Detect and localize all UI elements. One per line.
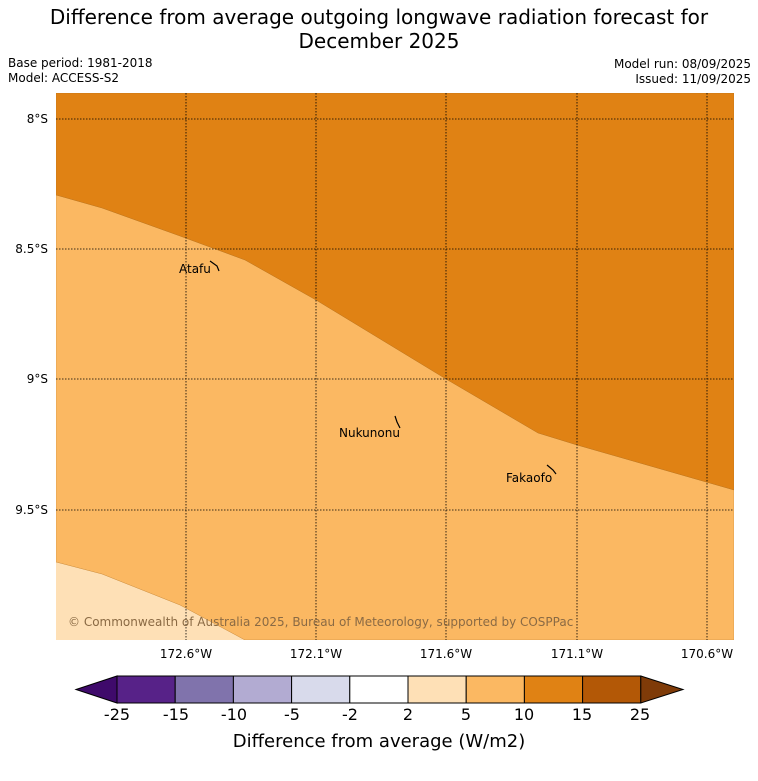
colorbar-segment bbox=[349, 675, 409, 704]
lon-tick-label: 170.6°W bbox=[681, 647, 733, 661]
atoll-atafu-shape bbox=[209, 260, 220, 272]
model-run: Model run: 08/09/2025 bbox=[613, 57, 751, 71]
colorbar-tick-label: 25 bbox=[630, 705, 650, 724]
colorbar-tick-label: -10 bbox=[221, 705, 247, 724]
colorbar-segment bbox=[232, 675, 293, 704]
colorbar-tick-label: -15 bbox=[163, 705, 189, 724]
lat-tick-label: 9°S bbox=[27, 372, 48, 386]
issued-date: Issued: 11/09/2025 bbox=[635, 72, 751, 86]
colorbar-segment bbox=[174, 675, 234, 704]
lat-axis: 8°S 8.5°S 9°S 9.5°S bbox=[15, 112, 48, 517]
graticule bbox=[56, 93, 734, 640]
colorbar-extend-max bbox=[640, 675, 685, 704]
colorbar-tick-label: 10 bbox=[514, 705, 534, 724]
atoll-nukunonu-shape bbox=[394, 415, 401, 429]
map-panel: Atafu Nukunonu Fakaofo © Commonwealth of… bbox=[56, 93, 734, 640]
colorbar-segment bbox=[407, 675, 467, 704]
meta-right: Model run: 08/09/2025 Issued: 11/09/2025 bbox=[614, 57, 751, 87]
colorbar-segment bbox=[465, 675, 525, 704]
place-label-nukunonu: Nukunonu bbox=[339, 426, 400, 440]
lon-axis: 172.6°W 172.1°W 171.6°W 171.1°W 170.6°W bbox=[160, 647, 733, 661]
title-line-2: December 2025 bbox=[298, 29, 460, 53]
lon-tick-label: 172.6°W bbox=[160, 647, 212, 661]
colorbar-tick-label: 5 bbox=[461, 705, 471, 724]
colorbar-segment bbox=[582, 675, 642, 704]
colorbar-tick-label: 2 bbox=[403, 705, 413, 724]
lon-tick-label: 172.1°W bbox=[290, 647, 342, 661]
atolls bbox=[209, 260, 557, 475]
meta-left: Base period: 1981-2018 Model: ACCESS-S2 bbox=[8, 56, 153, 86]
lat-tick-label: 9.5°S bbox=[15, 503, 48, 517]
colorbar-extend-min bbox=[74, 675, 118, 704]
place-label-atafu: Atafu bbox=[179, 262, 211, 276]
colorbar-ticks: -25 -15 -10 -5 -2 2 5 10 15 25 bbox=[104, 705, 650, 724]
colorbar-tick-label: -25 bbox=[104, 705, 130, 724]
colorbar-tick-label: -2 bbox=[342, 705, 358, 724]
base-period: Base period: 1981-2018 bbox=[8, 56, 153, 70]
lat-tick-label: 8.5°S bbox=[15, 242, 48, 256]
colorbar bbox=[74, 675, 685, 704]
colorbar-tick-label: -5 bbox=[284, 705, 300, 724]
lat-tick-label: 8°S bbox=[27, 112, 48, 126]
lon-tick-label: 171.1°W bbox=[551, 647, 603, 661]
title-line-1: Difference from average outgoing longwav… bbox=[49, 5, 709, 29]
colorbar-label: Difference from average (W/m2) bbox=[233, 731, 525, 752]
band-10-15 bbox=[56, 93, 734, 491]
colorbar-segment bbox=[523, 675, 584, 704]
colorbar-tick-label: 15 bbox=[572, 705, 592, 724]
chart-title: Difference from average outgoing longwav… bbox=[0, 5, 758, 53]
lon-tick-label: 171.6°W bbox=[420, 647, 472, 661]
colorbar-segment bbox=[116, 675, 176, 704]
colorbar-segment bbox=[291, 675, 351, 704]
copyright-notice: © Commonwealth of Australia 2025, Bureau… bbox=[68, 615, 573, 629]
model-name: Model: ACCESS-S2 bbox=[8, 71, 120, 85]
place-label-fakaofo: Fakaofo bbox=[506, 471, 552, 485]
atoll-fakaofo-shape bbox=[546, 464, 557, 475]
